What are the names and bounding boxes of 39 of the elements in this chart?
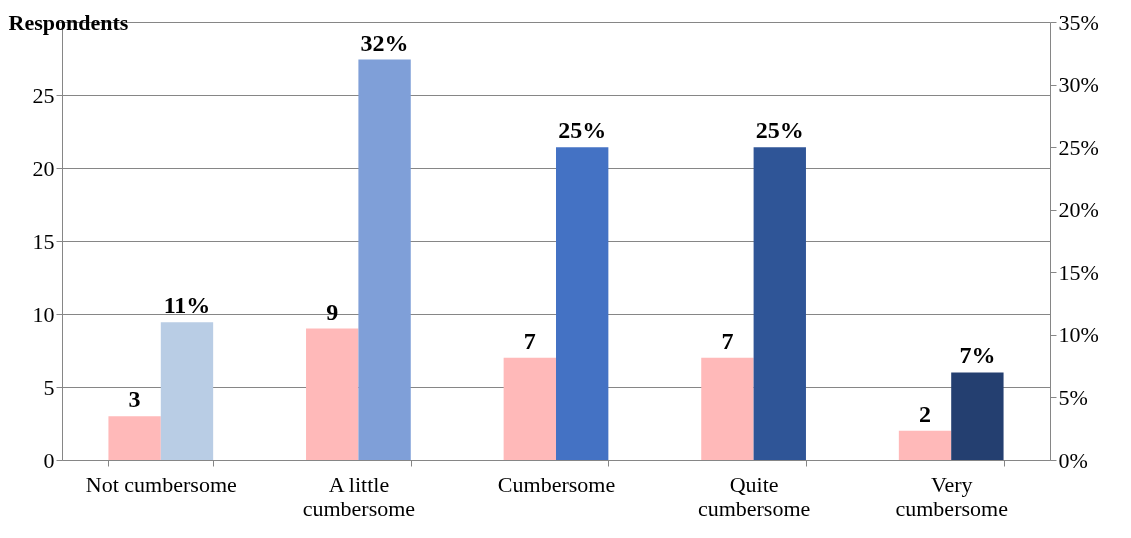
y-tick-label: 0 [43, 447, 55, 473]
x-tick-label: A little cumbersome [302, 471, 416, 521]
data-label: 2 [919, 400, 932, 427]
y2-tick-label: 25% [1058, 134, 1099, 160]
bar [108, 416, 161, 460]
data-label: 9 [326, 298, 339, 325]
y2-tick-label: 30% [1058, 72, 1099, 98]
bar [503, 357, 556, 460]
bar [701, 357, 754, 460]
bar [753, 147, 806, 460]
x-tick-label: Not cumbersome [85, 471, 237, 497]
data-label: 3 [128, 386, 141, 413]
bar [556, 147, 609, 460]
y-tick-label: 20 [32, 155, 55, 181]
y2-tick-label: 20% [1058, 197, 1099, 223]
bar [951, 372, 1004, 460]
x-tick-label: Cumbersome [497, 471, 616, 497]
y2-tick-label: 35% [1058, 9, 1099, 35]
data-label: 25% [755, 117, 804, 144]
y-tick-label: 10 [32, 301, 55, 327]
data-label: 7% [959, 342, 996, 369]
y2-tick-label: 15% [1058, 259, 1099, 285]
data-label: 25% [558, 117, 607, 144]
x-tick-label: Quite cumbersome [697, 471, 811, 521]
bar [160, 322, 214, 460]
data-label: 32% [360, 29, 409, 56]
y2-tick-label: 0% [1058, 447, 1088, 473]
data-label: 7 [523, 327, 536, 354]
y2-tick-label: 5% [1058, 384, 1088, 410]
data-label: 11% [163, 292, 211, 319]
y2-tick-label: 10% [1058, 322, 1099, 348]
y-tick-label: 5 [43, 374, 55, 400]
y-tick-label: 25 [32, 82, 55, 108]
data-label: 7 [721, 327, 734, 354]
y-tick-label: 15 [32, 228, 55, 254]
bar [358, 59, 411, 460]
bar [306, 328, 359, 460]
x-tick-label: Very cumbersome [895, 471, 1008, 521]
y-axis-title: Respondents [8, 9, 129, 35]
